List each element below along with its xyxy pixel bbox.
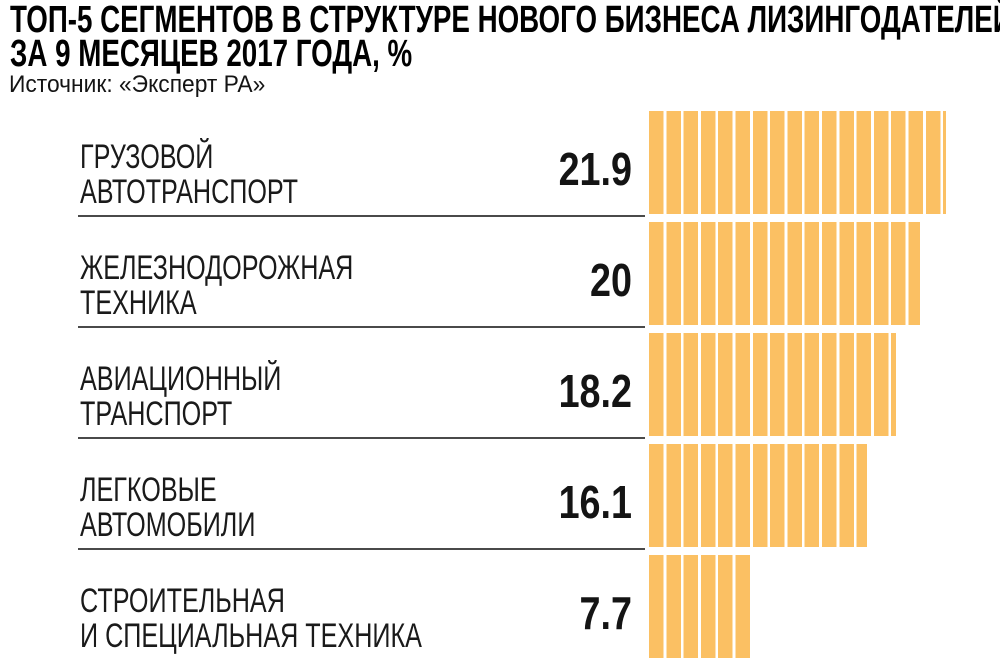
value-label: 20 xyxy=(590,254,632,306)
chart-title-line2: ЗА 9 МЕСЯЦЕВ 2017 ГОДА, % xyxy=(10,33,413,75)
bar-stroitelnaya-spetsialnaya-tekhnika xyxy=(649,555,753,658)
category-label-line1: СТРОИТЕЛЬНАЯ xyxy=(80,582,285,620)
bar-gruzovoy-avtotransport xyxy=(649,111,946,214)
bar-aviatsionny-transport xyxy=(649,333,896,436)
category-label-line2: И СПЕЦИАЛЬНАЯ ТЕХНИКА xyxy=(80,617,422,655)
category-label-line1: ЛЕГКОВЫЕ xyxy=(80,471,217,509)
chart-row: АВИАЦИОННЫЙ ТРАНСПОРТ 18.2 xyxy=(0,330,1000,441)
category-label: ЖЕЛЕЗНОДОРОЖНАЯ ТЕХНИКА xyxy=(80,251,353,321)
value-label: 16.1 xyxy=(558,476,632,528)
value-label: 18.2 xyxy=(558,365,632,417)
category-label-line2: ТРАНСПОРТ xyxy=(80,395,233,433)
category-label: ГРУЗОВОЙ АВТОТРАНСПОРТ xyxy=(80,140,298,210)
bar-zheleznodorozhnaya-tekhnika xyxy=(649,222,920,325)
category-label-line2: АВТОМОБИЛИ xyxy=(80,506,256,544)
chart-row: ЖЕЛЕЗНОДОРОЖНАЯ ТЕХНИКА 20 xyxy=(0,219,1000,330)
row-divider xyxy=(78,548,645,550)
category-label-line2: АВТОТРАНСПОРТ xyxy=(80,173,298,211)
bar-legkovye-avtomobili xyxy=(649,444,867,547)
category-label-line1: АВИАЦИОННЫЙ xyxy=(80,360,282,398)
category-label-line1: ЖЕЛЕЗНОДОРОЖНАЯ xyxy=(80,249,354,287)
category-label: СТРОИТЕЛЬНАЯ И СПЕЦИАЛЬНАЯ ТЕХНИКА xyxy=(80,584,422,654)
category-label-line1: ГРУЗОВОЙ xyxy=(80,138,214,176)
chart-title-line1: ТОП-5 СЕГМЕНТОВ В СТРУКТУРЕ НОВОГО БИЗНЕ… xyxy=(10,0,1000,41)
value-label: 21.9 xyxy=(558,143,632,195)
value-label: 7.7 xyxy=(579,587,632,639)
chart-row: СТРОИТЕЛЬНАЯ И СПЕЦИАЛЬНАЯ ТЕХНИКА 7.7 xyxy=(0,552,1000,663)
category-label-line2: ТЕХНИКА xyxy=(80,284,197,322)
source-caption: Источник: «Эксперт РА» xyxy=(9,71,266,98)
chart-row: ЛЕГКОВЫЕ АВТОМОБИЛИ 16.1 xyxy=(0,441,1000,552)
category-label: АВИАЦИОННЫЙ ТРАНСПОРТ xyxy=(80,362,281,432)
chart-row: ГРУЗОВОЙ АВТОТРАНСПОРТ 21.9 xyxy=(0,108,1000,219)
category-label: ЛЕГКОВЫЕ АВТОМОБИЛИ xyxy=(80,473,255,543)
row-divider xyxy=(78,437,645,439)
row-divider xyxy=(78,326,645,328)
row-divider xyxy=(78,215,645,217)
